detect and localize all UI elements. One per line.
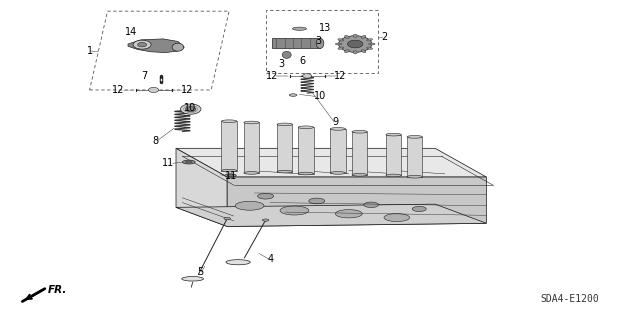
Ellipse shape xyxy=(244,121,259,124)
Ellipse shape xyxy=(335,43,342,45)
Circle shape xyxy=(348,40,363,48)
Text: 3: 3 xyxy=(315,36,321,47)
Ellipse shape xyxy=(280,206,309,215)
Ellipse shape xyxy=(386,133,401,136)
Ellipse shape xyxy=(330,128,346,130)
Bar xyxy=(298,127,314,174)
Circle shape xyxy=(186,107,196,112)
Text: 3: 3 xyxy=(278,59,285,69)
Text: SDA4-E1200: SDA4-E1200 xyxy=(540,294,599,304)
Text: 4: 4 xyxy=(268,254,274,264)
Text: 8: 8 xyxy=(152,136,159,146)
Ellipse shape xyxy=(298,126,314,129)
Text: 10: 10 xyxy=(314,91,326,101)
Ellipse shape xyxy=(282,51,291,58)
Bar xyxy=(386,135,401,175)
Bar xyxy=(221,121,237,171)
Ellipse shape xyxy=(277,170,292,173)
Ellipse shape xyxy=(338,47,344,49)
Text: 11: 11 xyxy=(225,171,237,181)
Text: FR.: FR. xyxy=(48,285,67,295)
Ellipse shape xyxy=(367,39,372,41)
Polygon shape xyxy=(176,148,486,177)
Bar xyxy=(352,132,367,175)
Ellipse shape xyxy=(226,260,250,265)
Ellipse shape xyxy=(262,219,269,221)
Polygon shape xyxy=(227,177,486,226)
Polygon shape xyxy=(266,10,378,73)
Bar xyxy=(277,124,292,172)
Polygon shape xyxy=(90,11,229,90)
Circle shape xyxy=(148,87,159,93)
Ellipse shape xyxy=(384,214,410,221)
Ellipse shape xyxy=(224,218,230,219)
Ellipse shape xyxy=(353,34,357,37)
Text: 7: 7 xyxy=(141,71,147,81)
Circle shape xyxy=(138,42,147,47)
Ellipse shape xyxy=(344,50,349,53)
Text: 10: 10 xyxy=(184,103,196,114)
Text: 11: 11 xyxy=(162,158,174,168)
Ellipse shape xyxy=(369,43,375,45)
Text: 9: 9 xyxy=(333,117,339,127)
Polygon shape xyxy=(176,148,227,226)
Ellipse shape xyxy=(292,27,307,30)
Ellipse shape xyxy=(257,193,274,199)
Ellipse shape xyxy=(407,136,422,138)
Ellipse shape xyxy=(182,160,195,164)
Ellipse shape xyxy=(289,94,297,96)
Ellipse shape xyxy=(186,161,192,163)
Ellipse shape xyxy=(386,174,401,177)
Ellipse shape xyxy=(353,51,357,54)
Circle shape xyxy=(180,104,201,114)
Ellipse shape xyxy=(227,174,234,176)
Text: 13: 13 xyxy=(319,23,331,33)
Ellipse shape xyxy=(338,39,344,41)
Text: 5: 5 xyxy=(197,267,204,277)
Text: 12: 12 xyxy=(266,71,278,81)
Ellipse shape xyxy=(407,175,422,178)
Ellipse shape xyxy=(335,210,362,218)
Ellipse shape xyxy=(352,130,367,133)
Text: 14: 14 xyxy=(125,27,138,37)
Bar xyxy=(244,122,259,173)
Ellipse shape xyxy=(344,35,349,38)
Ellipse shape xyxy=(412,206,426,211)
Bar xyxy=(407,137,422,177)
Ellipse shape xyxy=(352,174,367,176)
Polygon shape xyxy=(272,38,320,48)
Polygon shape xyxy=(128,39,184,53)
Circle shape xyxy=(303,74,312,78)
Bar xyxy=(330,129,346,173)
Polygon shape xyxy=(176,204,486,226)
Text: 12: 12 xyxy=(113,85,125,95)
Ellipse shape xyxy=(172,43,184,51)
Ellipse shape xyxy=(330,172,346,174)
Circle shape xyxy=(339,36,372,52)
Text: 6: 6 xyxy=(300,56,306,66)
Ellipse shape xyxy=(364,202,379,208)
Ellipse shape xyxy=(221,120,237,122)
Ellipse shape xyxy=(316,38,324,48)
Ellipse shape xyxy=(277,123,292,126)
Ellipse shape xyxy=(225,174,236,177)
Circle shape xyxy=(133,40,151,49)
Ellipse shape xyxy=(221,169,237,172)
Ellipse shape xyxy=(361,35,366,38)
Ellipse shape xyxy=(361,50,366,53)
Ellipse shape xyxy=(367,47,372,49)
Ellipse shape xyxy=(182,277,204,281)
Text: 12: 12 xyxy=(180,85,193,95)
Text: 1: 1 xyxy=(86,46,93,56)
Ellipse shape xyxy=(309,198,325,204)
Text: 12: 12 xyxy=(334,71,346,81)
Ellipse shape xyxy=(236,201,264,210)
Text: 2: 2 xyxy=(381,32,387,42)
Ellipse shape xyxy=(244,172,259,174)
Ellipse shape xyxy=(298,172,314,175)
